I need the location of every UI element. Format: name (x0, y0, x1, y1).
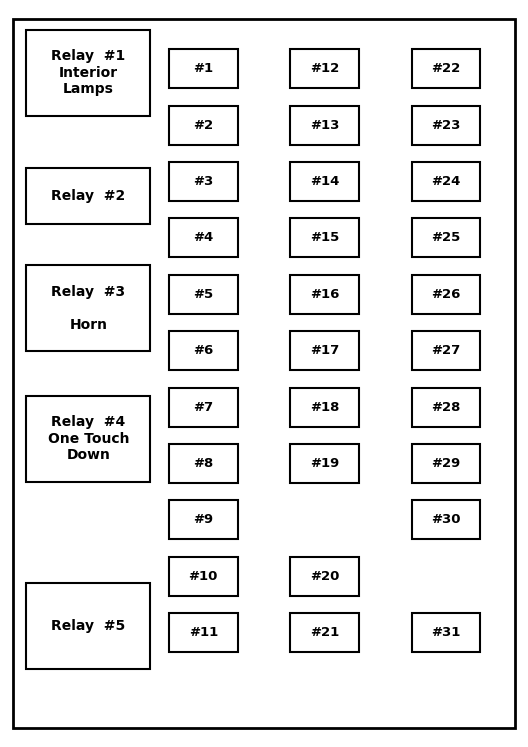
FancyBboxPatch shape (290, 613, 359, 652)
FancyBboxPatch shape (169, 162, 238, 201)
Text: #4: #4 (193, 232, 213, 244)
Text: Interior: Interior (59, 66, 118, 80)
Text: Down: Down (67, 448, 110, 462)
FancyBboxPatch shape (169, 218, 238, 257)
FancyBboxPatch shape (290, 218, 359, 257)
FancyBboxPatch shape (412, 444, 480, 483)
FancyBboxPatch shape (290, 444, 359, 483)
Text: #13: #13 (310, 119, 340, 131)
FancyBboxPatch shape (13, 19, 515, 728)
FancyBboxPatch shape (412, 613, 480, 652)
Text: Relay  #4: Relay #4 (51, 415, 126, 430)
FancyBboxPatch shape (290, 49, 359, 88)
FancyBboxPatch shape (169, 613, 238, 652)
FancyBboxPatch shape (290, 388, 359, 427)
Text: #5: #5 (193, 288, 213, 301)
Text: #10: #10 (188, 570, 218, 583)
Text: #6: #6 (193, 344, 213, 357)
FancyBboxPatch shape (412, 500, 480, 539)
Text: One Touch: One Touch (48, 432, 129, 446)
Text: #24: #24 (431, 175, 461, 188)
FancyBboxPatch shape (412, 162, 480, 201)
FancyBboxPatch shape (290, 105, 359, 145)
Text: #21: #21 (310, 626, 340, 639)
Text: #15: #15 (310, 232, 340, 244)
FancyBboxPatch shape (26, 265, 150, 351)
FancyBboxPatch shape (26, 396, 150, 482)
Text: #26: #26 (431, 288, 461, 301)
Text: #25: #25 (431, 232, 461, 244)
Text: #18: #18 (310, 400, 340, 414)
FancyBboxPatch shape (412, 332, 480, 371)
Text: #8: #8 (193, 457, 213, 470)
Text: Lamps: Lamps (63, 82, 114, 96)
Text: #3: #3 (193, 175, 213, 188)
Text: #22: #22 (431, 62, 461, 75)
FancyBboxPatch shape (412, 275, 480, 314)
Text: #19: #19 (310, 457, 340, 470)
Text: #14: #14 (310, 175, 340, 188)
FancyBboxPatch shape (412, 49, 480, 88)
FancyBboxPatch shape (412, 105, 480, 145)
Text: #1: #1 (193, 62, 213, 75)
Text: #31: #31 (431, 626, 461, 639)
Text: #11: #11 (188, 626, 218, 639)
FancyBboxPatch shape (169, 557, 238, 596)
Text: #17: #17 (310, 344, 340, 357)
Text: #20: #20 (310, 570, 340, 583)
FancyBboxPatch shape (26, 30, 150, 116)
Text: Relay  #3: Relay #3 (51, 285, 126, 299)
FancyBboxPatch shape (169, 275, 238, 314)
Text: Relay  #2: Relay #2 (51, 189, 126, 203)
FancyBboxPatch shape (290, 162, 359, 201)
Text: #23: #23 (431, 119, 461, 131)
FancyBboxPatch shape (169, 105, 238, 145)
FancyBboxPatch shape (290, 557, 359, 596)
Text: #28: #28 (431, 400, 461, 414)
Text: #7: #7 (193, 400, 213, 414)
FancyBboxPatch shape (169, 444, 238, 483)
Text: Relay  #5: Relay #5 (51, 619, 126, 633)
Text: #16: #16 (310, 288, 340, 301)
FancyBboxPatch shape (169, 388, 238, 427)
Text: Relay  #1: Relay #1 (51, 49, 126, 63)
FancyBboxPatch shape (169, 332, 238, 371)
FancyBboxPatch shape (169, 49, 238, 88)
Text: #29: #29 (431, 457, 461, 470)
Text: #2: #2 (193, 119, 213, 131)
FancyBboxPatch shape (169, 500, 238, 539)
FancyBboxPatch shape (26, 583, 150, 669)
Text: #30: #30 (431, 513, 461, 527)
FancyBboxPatch shape (290, 275, 359, 314)
FancyBboxPatch shape (290, 332, 359, 371)
FancyBboxPatch shape (26, 168, 150, 224)
Text: #27: #27 (431, 344, 461, 357)
Text: #9: #9 (193, 513, 213, 527)
FancyBboxPatch shape (412, 388, 480, 427)
Text: Horn: Horn (70, 317, 107, 332)
FancyBboxPatch shape (412, 218, 480, 257)
Text: #12: #12 (310, 62, 340, 75)
